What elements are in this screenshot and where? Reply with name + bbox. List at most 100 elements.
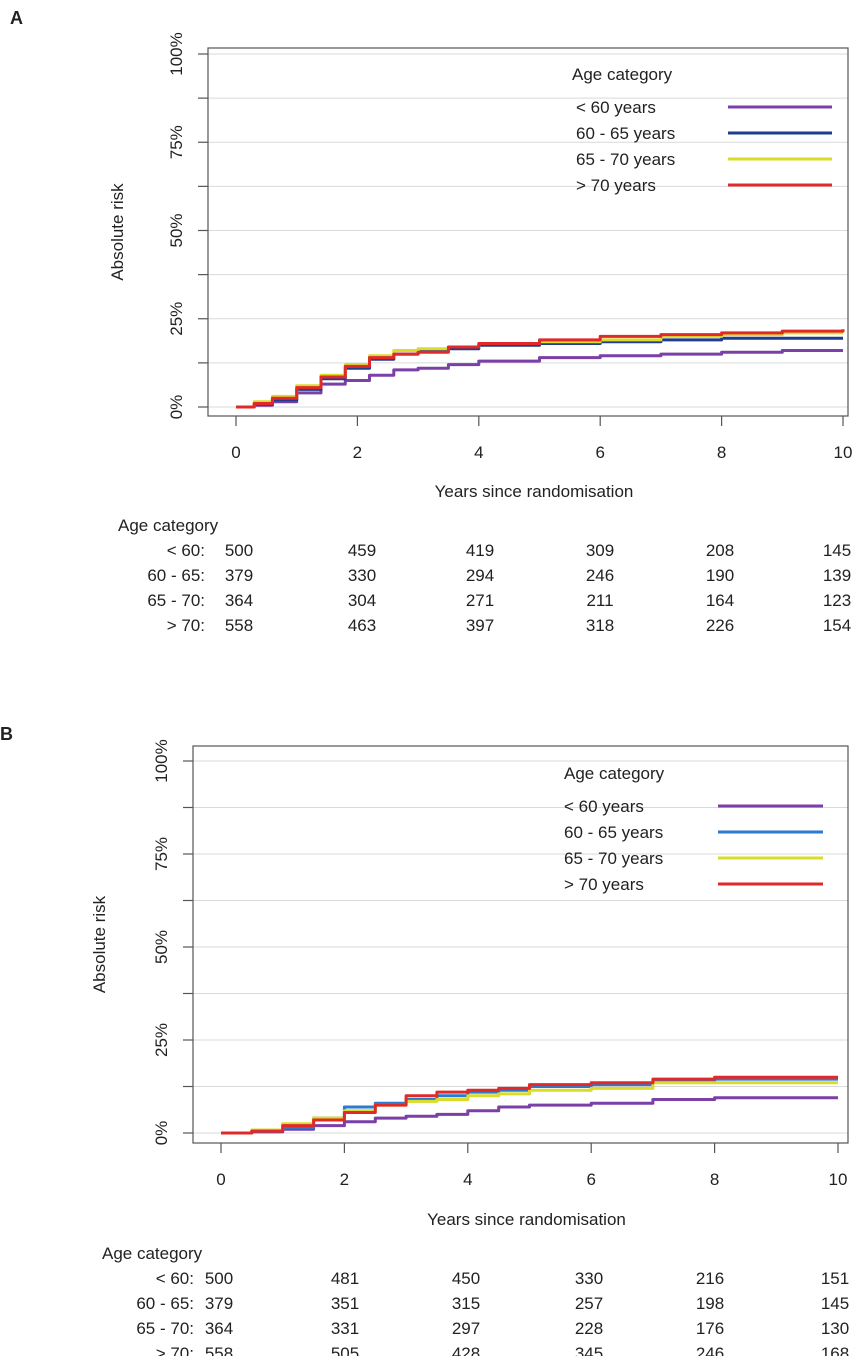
risk-row-label: 65 - 70:: [147, 591, 205, 610]
risk-value: 330: [575, 1269, 603, 1288]
risk-value: 294: [466, 566, 494, 585]
risk-value: 351: [331, 1294, 359, 1313]
risk-value: 198: [696, 1294, 724, 1313]
series-line-0: [221, 1096, 838, 1135]
series-line-3: [221, 1075, 838, 1135]
risk-row-label: 65 - 70:: [136, 1319, 194, 1338]
y-tick-label: 50%: [167, 213, 186, 247]
risk-value: 130: [821, 1319, 849, 1338]
x-tick-label: 4: [474, 443, 483, 462]
risk-row-label: < 60:: [156, 1269, 194, 1288]
risk-value: 364: [205, 1319, 233, 1338]
risk-value: 397: [466, 616, 494, 635]
risk-value: 297: [452, 1319, 480, 1338]
risk-value: 459: [348, 541, 376, 560]
series-line-3: [236, 329, 845, 409]
risk-value: 304: [348, 591, 376, 610]
risk-table-header: Age category: [118, 516, 219, 535]
x-tick-label: 2: [353, 443, 362, 462]
x-tick-label: 2: [340, 1170, 349, 1189]
risk-table-header: Age category: [102, 1244, 203, 1263]
series-line-1: [236, 336, 843, 409]
y-tick-label: 25%: [167, 302, 186, 336]
risk-value: 450: [452, 1269, 480, 1288]
legend-label: < 60 years: [564, 797, 644, 816]
y-axis-title: Absolute risk: [108, 183, 127, 281]
y-tick-label: 100%: [152, 739, 171, 782]
risk-value: 500: [205, 1269, 233, 1288]
x-tick-label: 8: [717, 443, 726, 462]
x-tick-label: 6: [586, 1170, 595, 1189]
legend-label: 60 - 65 years: [564, 823, 663, 842]
risk-value: 176: [696, 1319, 724, 1338]
risk-value: 123: [823, 591, 851, 610]
risk-value: 481: [331, 1269, 359, 1288]
legend-title: Age category: [564, 764, 665, 783]
risk-value: 558: [205, 1344, 233, 1356]
panel-letter: A: [10, 8, 23, 28]
risk-value: 208: [706, 541, 734, 560]
panel-letter: B: [0, 724, 13, 744]
risk-value: 154: [823, 616, 851, 635]
risk-value: 330: [348, 566, 376, 585]
risk-row-label: > 70:: [167, 616, 205, 635]
y-tick-label: 0%: [152, 1121, 171, 1146]
plot-frame: [192, 745, 849, 1144]
legend-label: > 70 years: [564, 875, 644, 894]
risk-value: 164: [706, 591, 734, 610]
risk-value: 257: [575, 1294, 603, 1313]
x-axis-title: Years since randomisation: [427, 1210, 626, 1229]
risk-row-label: > 70:: [156, 1344, 194, 1356]
risk-value: 190: [706, 566, 734, 585]
risk-value: 145: [823, 541, 851, 560]
plot-frame: [207, 47, 849, 417]
risk-row-label: < 60:: [167, 541, 205, 560]
risk-value: 500: [225, 541, 253, 560]
legend-label: 65 - 70 years: [564, 849, 663, 868]
risk-value: 309: [586, 541, 614, 560]
risk-value: 315: [452, 1294, 480, 1313]
x-tick-label: 6: [595, 443, 604, 462]
risk-value: 318: [586, 616, 614, 635]
x-tick-label: 10: [834, 443, 853, 462]
legend-label: > 70 years: [576, 176, 656, 195]
risk-value: 216: [696, 1269, 724, 1288]
y-tick-label: 75%: [167, 125, 186, 159]
y-tick-label: 75%: [152, 837, 171, 871]
x-tick-label: 10: [829, 1170, 848, 1189]
risk-value: 419: [466, 541, 494, 560]
risk-value: 211: [586, 591, 613, 610]
y-axis-title: Absolute risk: [90, 895, 109, 993]
risk-value: 271: [466, 591, 494, 610]
risk-value: 558: [225, 616, 253, 635]
risk-value: 246: [696, 1344, 724, 1356]
y-tick-label: 25%: [152, 1023, 171, 1057]
legend-label: < 60 years: [576, 98, 656, 117]
risk-value: 228: [575, 1319, 603, 1338]
risk-value: 379: [225, 566, 253, 585]
series-line-2: [221, 1081, 838, 1135]
x-axis-title: Years since randomisation: [435, 482, 634, 501]
y-tick-label: 50%: [152, 930, 171, 964]
risk-value: 505: [331, 1344, 359, 1356]
x-tick-label: 0: [216, 1170, 225, 1189]
x-tick-label: 4: [463, 1170, 472, 1189]
risk-value: 331: [331, 1319, 359, 1338]
risk-value: 364: [225, 591, 253, 610]
legend-title: Age category: [572, 65, 673, 84]
risk-value: 246: [586, 566, 614, 585]
y-tick-label: 100%: [167, 32, 186, 75]
legend-label: 65 - 70 years: [576, 150, 675, 169]
risk-row-label: 60 - 65:: [147, 566, 205, 585]
y-tick-label: 0%: [167, 395, 186, 420]
legend-label: 60 - 65 years: [576, 124, 675, 143]
risk-value: 428: [452, 1344, 480, 1356]
risk-value: 151: [821, 1269, 849, 1288]
x-tick-label: 0: [231, 443, 240, 462]
risk-row-label: 60 - 65:: [136, 1294, 194, 1313]
risk-value: 226: [706, 616, 734, 635]
risk-value: 145: [821, 1294, 849, 1313]
